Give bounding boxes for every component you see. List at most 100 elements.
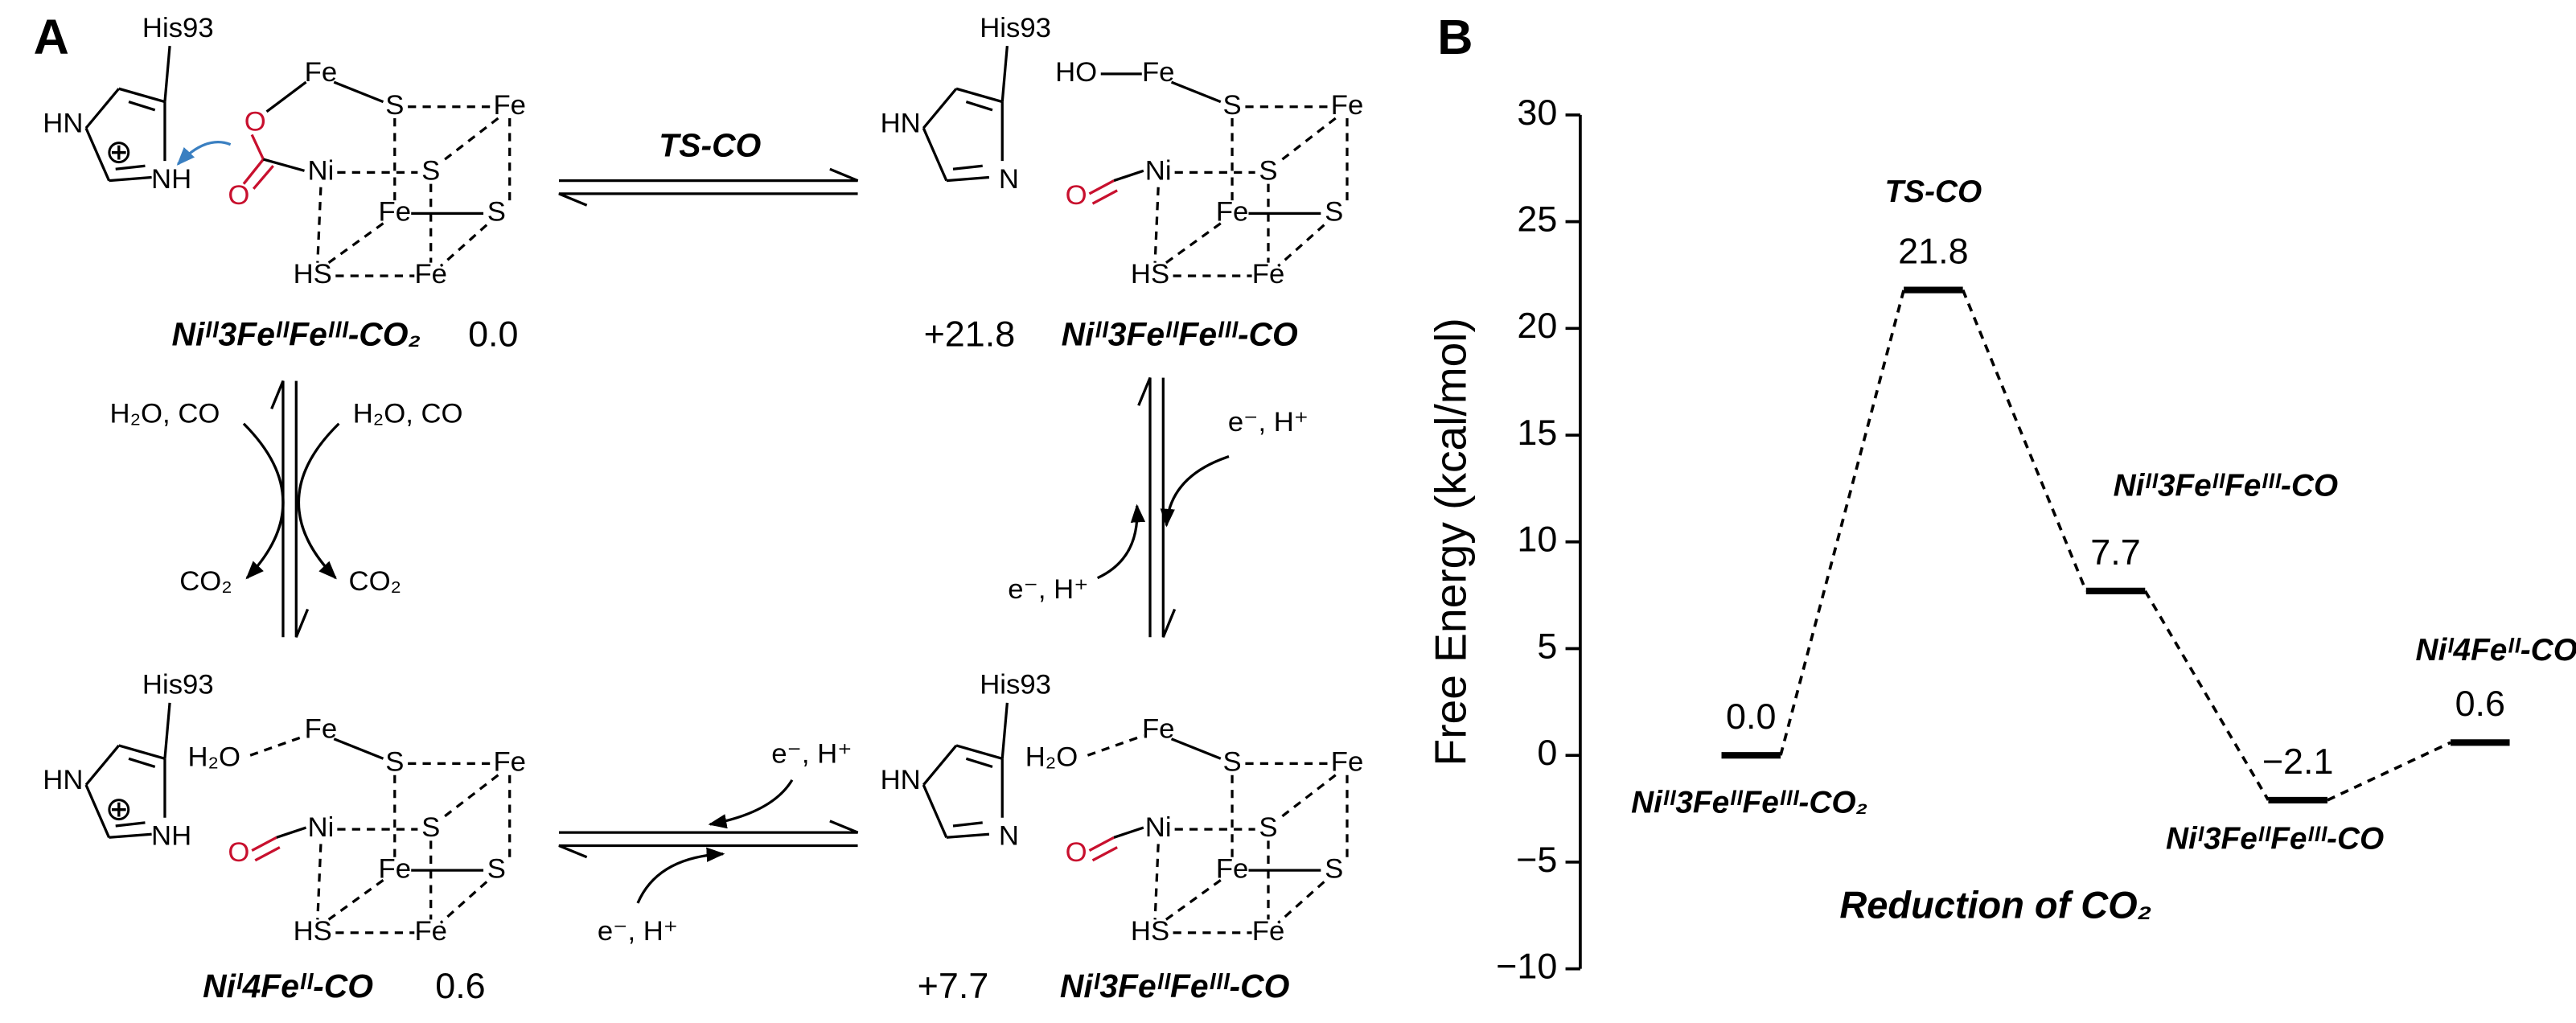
atom-label: Ni [1145, 156, 1172, 187]
bond [946, 175, 990, 183]
state-label: Niᴵᴵ3FeᴵᴵFeᴵᴵᴵ-CO [2114, 469, 2338, 503]
bond [118, 744, 166, 760]
product: CO₂ [179, 566, 232, 597]
atom-label: Fe [493, 747, 525, 778]
compound-energy: +7.7 [918, 965, 989, 1006]
atom-label: O [1066, 180, 1087, 211]
bond [952, 164, 983, 170]
state-label: TS-CO [1885, 175, 1982, 209]
atom-label: HN [43, 765, 83, 795]
atom-label: S [1223, 90, 1242, 121]
atom-label: HS [294, 259, 332, 290]
atom-label: HO [1055, 57, 1097, 88]
y-tick-label: −5 [1516, 839, 1557, 880]
bond [115, 821, 146, 828]
bond [922, 744, 958, 786]
atom-label: Fe [414, 916, 446, 947]
bond [955, 744, 1003, 760]
bond [946, 832, 990, 839]
atom-label: Fe [305, 57, 337, 88]
bond [1000, 46, 1009, 102]
bond [1277, 774, 1337, 821]
atom-label: Fe [1216, 197, 1248, 228]
atom-label: S [1223, 747, 1242, 778]
bond [276, 826, 307, 839]
arrow-label: TS-CO [659, 127, 761, 164]
atom-label: His93 [142, 670, 214, 700]
y-tick-label: 10 [1517, 519, 1557, 560]
bond [265, 80, 307, 113]
bond [922, 88, 958, 129]
panel-label: A [34, 10, 69, 64]
bond [1091, 189, 1118, 205]
atom-label: Fe [1252, 916, 1284, 947]
bond [439, 774, 499, 821]
reagent: e⁻, H⁺ [598, 916, 678, 947]
atom-label: Fe [1216, 853, 1248, 884]
atom-label: His93 [142, 13, 214, 43]
bond [439, 881, 488, 924]
y-tick-label: −10 [1496, 945, 1557, 986]
bond [128, 101, 156, 112]
bond [242, 158, 265, 185]
bond [1091, 846, 1118, 862]
bond [952, 821, 983, 828]
y-tick-label: 20 [1517, 305, 1557, 346]
atom-label: ⊕ [105, 790, 133, 827]
bond [965, 101, 993, 112]
bond [1087, 734, 1144, 757]
atom-label: Ni [308, 812, 335, 843]
atom-label: Fe [305, 714, 337, 745]
connector [2327, 741, 2451, 802]
bond [922, 127, 948, 182]
bond [250, 134, 265, 160]
atom-label: S [1259, 156, 1277, 187]
y-tick-label: 25 [1517, 198, 1557, 239]
compound-name: Niᴵ3FeᴵᴵFeᴵᴵᴵ-CO [1060, 968, 1290, 1005]
state-label: Niᴵ3FeᴵᴵFeᴵᴵᴵ-CO [2166, 822, 2384, 857]
atom-label: S [487, 853, 506, 884]
bond [316, 844, 323, 920]
atom-label: Fe [1252, 259, 1284, 290]
compound-name: Niᴵᴵ3FeᴵᴵFeᴵᴵᴵ-CO [1062, 315, 1298, 352]
y-tick-label: 15 [1517, 412, 1557, 453]
y-axis-label: Free Energy (kcal/mol) [1425, 318, 1475, 766]
atom-label: S [421, 812, 440, 843]
atom-label: Fe [379, 853, 411, 884]
atom-label: HS [1131, 259, 1169, 290]
bond [1161, 222, 1222, 268]
atom-label: Fe [1142, 714, 1174, 745]
atom-label: His93 [980, 13, 1051, 43]
bond [263, 158, 305, 172]
bond [109, 832, 152, 839]
bond [1153, 844, 1160, 920]
bond [118, 87, 166, 104]
atom-label: HN [43, 108, 83, 138]
bond [1153, 187, 1160, 263]
bond [1170, 80, 1222, 104]
value-label: 7.7 [2090, 532, 2140, 573]
bond [1161, 879, 1222, 924]
atom-label: S [385, 747, 404, 778]
bond [1277, 881, 1325, 924]
bond [333, 737, 384, 760]
x-axis-label: Reduction of CO₂ [1839, 883, 2151, 926]
atom-label: O [228, 837, 249, 868]
bond [252, 165, 274, 190]
y-tick-label: 30 [1517, 92, 1557, 133]
atom-label: Fe [493, 90, 525, 121]
value-label: −2.1 [2262, 741, 2334, 782]
bond [128, 757, 156, 769]
bond [323, 222, 384, 268]
reagent: H₂O, CO [110, 399, 220, 429]
bond [1277, 224, 1325, 267]
compound-energy: 0.6 [435, 965, 485, 1006]
atom-label: HN [881, 108, 921, 138]
reagent: H₂O, CO [353, 399, 463, 429]
bond [439, 117, 499, 164]
atom-label: O [1066, 837, 1087, 868]
atom-label: S [1259, 812, 1277, 843]
bond [84, 784, 111, 838]
